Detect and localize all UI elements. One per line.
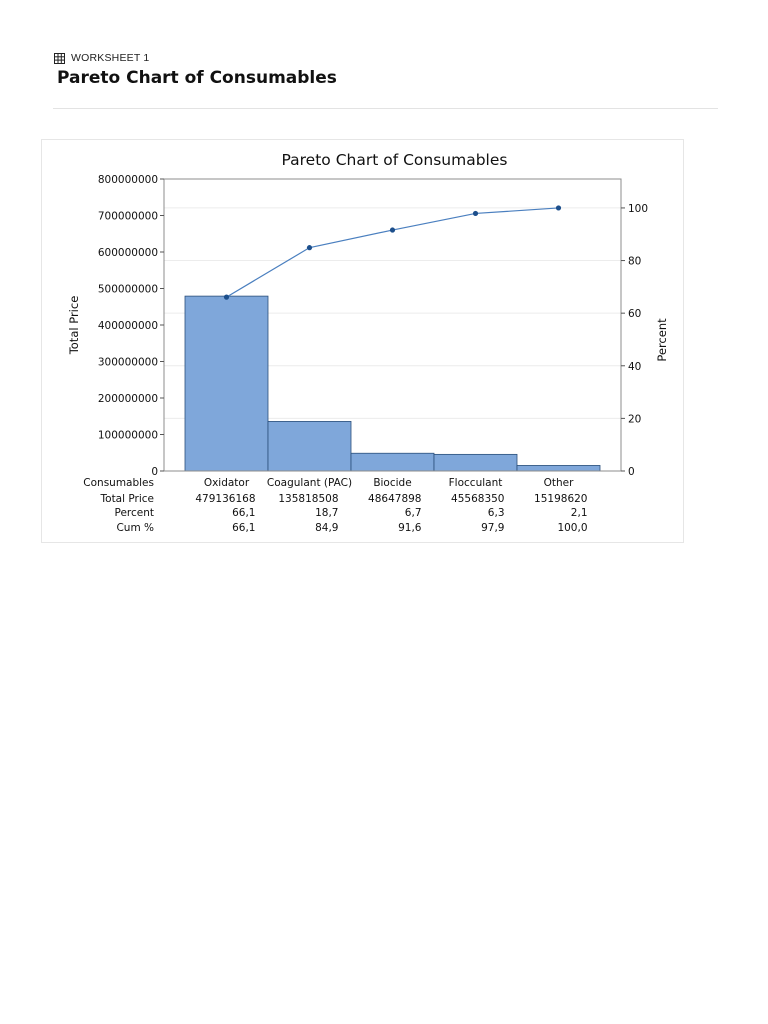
cumulative-point — [306, 245, 313, 251]
table-percent: 18,7 — [315, 507, 338, 519]
x-category-label: Flocculant — [449, 477, 503, 489]
y2-tick-label: 0 — [628, 466, 635, 478]
y-tick-label: 600000000 — [98, 247, 158, 259]
table-row-label: Total Price — [100, 493, 154, 505]
table-cum-percent: 84,9 — [315, 522, 338, 534]
table-total-price: 15198620 — [534, 493, 587, 505]
y2-tick-label: 60 — [628, 308, 641, 320]
y-axis-title: Total Price — [67, 296, 81, 356]
table-cum-percent: 91,6 — [398, 522, 422, 534]
y-tick-label: 0 — [151, 466, 158, 478]
table-percent: 66,1 — [232, 507, 255, 519]
table-total-price: 135818508 — [278, 493, 338, 505]
y2-tick-label: 40 — [628, 361, 641, 373]
y-tick-label: 700000000 — [98, 211, 158, 223]
table-percent: 2,1 — [571, 507, 588, 519]
x-category-label: Biocide — [373, 477, 411, 489]
cumulative-point — [223, 294, 230, 300]
table-icon — [54, 52, 65, 64]
table-total-price: 48647898 — [368, 493, 421, 505]
table-row-label: Percent — [114, 507, 154, 519]
bar — [516, 465, 601, 472]
chart-title: Pareto Chart of Consumables — [282, 151, 508, 169]
page-title: Pareto Chart of Consumables — [57, 68, 337, 88]
y2-tick-label: 80 — [628, 256, 641, 268]
cumulative-point — [389, 227, 396, 233]
y-tick-label: 300000000 — [98, 357, 158, 369]
x-category-label: Coagulant (PAC) — [267, 477, 352, 489]
worksheet-label-text: WORKSHEET 1 — [71, 52, 150, 64]
table-row-label: Cum % — [116, 522, 154, 534]
table-percent: 6,3 — [488, 507, 505, 519]
pareto-chart: Pareto Chart of Consumables0100000000200… — [67, 151, 669, 534]
y2-axis-title: Percent — [655, 318, 669, 362]
cumulative-line — [226, 207, 559, 298]
cumulative-point — [472, 210, 479, 217]
y-tick-label: 200000000 — [98, 393, 158, 405]
table-row-label: Consumables — [83, 477, 154, 489]
header-divider — [53, 108, 718, 109]
y-tick-label: 800000000 — [98, 174, 158, 186]
bar — [184, 295, 269, 472]
table-cum-percent: 66,1 — [232, 522, 255, 534]
x-category-label: Other — [544, 477, 574, 489]
y2-tick-label: 100 — [628, 203, 648, 215]
table-total-price: 479136168 — [195, 493, 255, 505]
y-tick-label: 500000000 — [98, 284, 158, 296]
table-percent: 6,7 — [405, 507, 422, 519]
y2-tick-label: 20 — [628, 413, 641, 425]
bar — [267, 421, 352, 472]
y-tick-label: 400000000 — [98, 320, 158, 332]
table-total-price: 45568350 — [451, 493, 504, 505]
cumulative-point — [555, 205, 562, 211]
y-tick-label: 100000000 — [98, 430, 158, 442]
bar — [433, 453, 518, 472]
x-category-label: Oxidator — [204, 477, 250, 489]
bar — [350, 452, 435, 472]
table-cum-percent: 97,9 — [481, 522, 504, 534]
worksheet-label: WORKSHEET 1 — [54, 51, 149, 65]
table-cum-percent: 100,0 — [557, 522, 587, 534]
chart-frame: Pareto Chart of Consumables 0 100000000 200… — [41, 139, 684, 543]
